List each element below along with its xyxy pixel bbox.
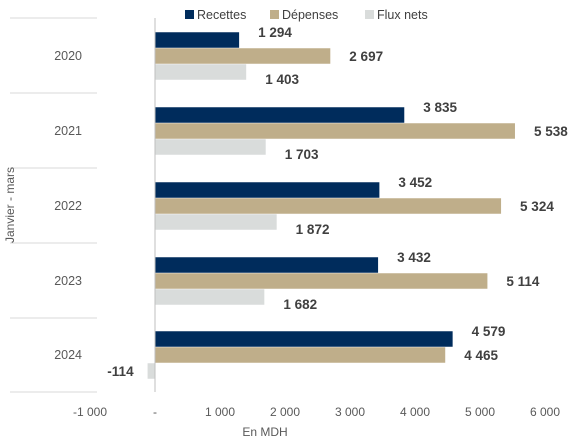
category-guides — [10, 17, 97, 393]
data-label: 5 538 — [534, 124, 568, 139]
bars — [147, 32, 515, 379]
data-labels: 1 294 2 697 1 403 3 835 5 538 1 703 3 452 5 324… — [107, 25, 568, 379]
data-label: 3 432 — [397, 250, 431, 265]
data-label: 4 579 — [472, 324, 506, 339]
x-tick-label: 2 000 — [270, 405, 300, 419]
x-tick-label: 5 000 — [465, 405, 495, 419]
data-label: 2 697 — [349, 49, 383, 64]
bar-dépenses — [155, 347, 446, 363]
data-label: 4 465 — [464, 348, 498, 363]
data-label: 1 703 — [285, 147, 319, 162]
x-tick-label: - — [153, 405, 157, 419]
data-label: 5 114 — [506, 274, 540, 289]
bar-dépenses — [155, 48, 331, 64]
data-label: 1 682 — [283, 297, 317, 312]
bar-recettes — [155, 32, 240, 48]
legend-label: Flux nets — [377, 8, 428, 22]
data-label: 1 294 — [258, 25, 292, 40]
x-tick-label: 6 000 — [530, 405, 560, 419]
bar-dépenses — [155, 273, 488, 289]
data-label: 3 835 — [423, 100, 457, 115]
data-label: 1 403 — [265, 72, 299, 87]
bar-recettes — [155, 107, 405, 123]
bar-dépenses — [155, 198, 502, 214]
x-tick-label: 3 000 — [335, 405, 365, 419]
bar-flux-nets — [155, 289, 265, 305]
x-tick-label: 1 000 — [205, 405, 235, 419]
legend-swatch — [365, 10, 374, 19]
x-axis-title: En MDH — [242, 425, 287, 439]
data-label: -114 — [107, 364, 134, 379]
bar-recettes — [155, 182, 380, 198]
legend-swatch — [185, 10, 194, 19]
bar-recettes — [155, 331, 453, 347]
x-tick-label: -1 000 — [73, 405, 107, 419]
bar-flux-nets — [147, 363, 155, 379]
legend-swatch — [270, 10, 279, 19]
category-label: 2020 — [54, 49, 82, 63]
category-label: 2023 — [54, 274, 82, 288]
bar-flux-nets — [155, 214, 277, 230]
y-axis-title: Janvier - mars — [3, 167, 17, 243]
legend: Recettes Dépenses Flux nets — [185, 8, 428, 22]
x-tick-labels: -1 000-1 000 2 000 3 000 4 000 5 000 6 000 — [73, 405, 560, 419]
category-labels: 2020 2021 2022 2023 2024 — [54, 49, 82, 362]
bar-recettes — [155, 257, 379, 273]
category-label: 2021 — [54, 124, 82, 138]
legend-label: Recettes — [197, 8, 246, 22]
bar-dépenses — [155, 123, 515, 139]
data-label: 1 872 — [296, 222, 330, 237]
category-label: 2022 — [54, 199, 82, 213]
x-tick-label: 4 000 — [400, 405, 430, 419]
data-label: 5 324 — [520, 199, 554, 214]
category-label: 2024 — [54, 348, 82, 362]
legend-label: Dépenses — [282, 8, 338, 22]
data-label: 3 452 — [398, 175, 432, 190]
bar-flux-nets — [155, 64, 247, 80]
bar-flux-nets — [155, 139, 266, 155]
